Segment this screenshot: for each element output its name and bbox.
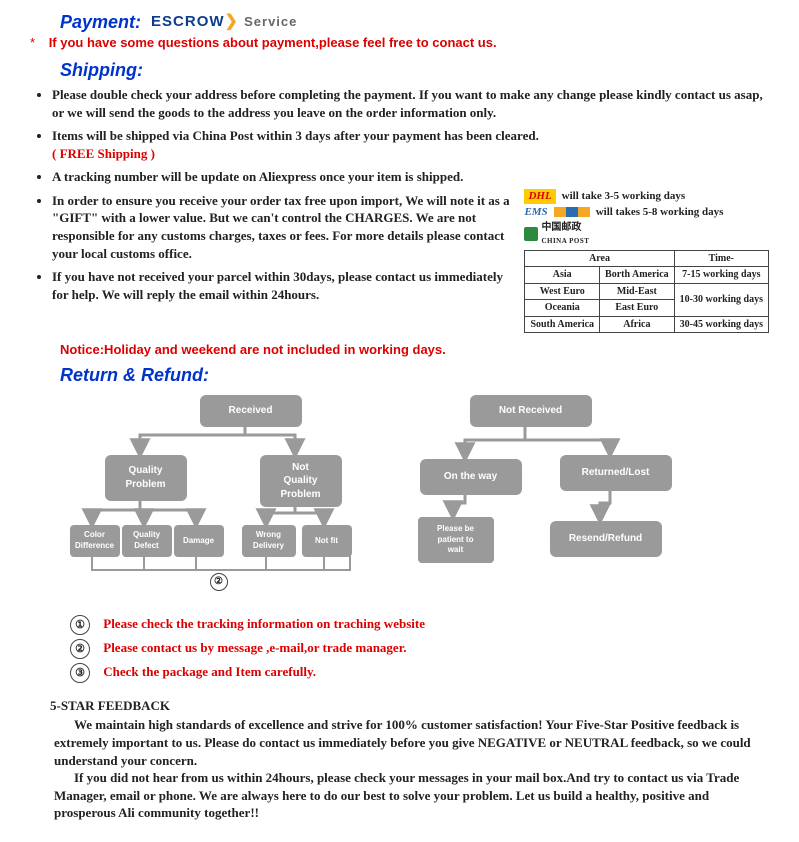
return-refund-heading: Return & Refund: <box>60 363 769 387</box>
table-cell: South America <box>525 316 600 333</box>
carrier-block: DHL will take 3-5 working days EMS will … <box>524 188 769 333</box>
shipping-bullet-text: Items will be shipped via China Post wit… <box>52 128 539 143</box>
escrow-logo: ESCROW❯ Service <box>151 11 297 33</box>
table-row: South America Africa 30-45 working days <box>525 316 769 333</box>
shipping-heading: Shipping: <box>60 58 769 82</box>
dhl-text: will take 3-5 working days <box>562 189 685 204</box>
ems-text: will takes 5-8 working days <box>596 205 724 220</box>
chinapost-row: 中国邮政 CHINA POST <box>524 221 769 248</box>
flow-node-damage: Damage <box>174 525 224 557</box>
free-shipping-label: ( FREE Shipping ) <box>52 146 155 161</box>
flow-node-qdefect: Quality Defect <box>122 525 172 557</box>
payment-note: If you have some questions about payment… <box>49 35 497 50</box>
step-row: ③ Check the package and Item carefully. <box>70 663 769 683</box>
flow-node-notquality: Not Quality Problem <box>260 455 342 507</box>
star-icon: * <box>30 35 35 50</box>
table-cell: 7-15 working days <box>674 267 768 284</box>
step-text: Please contact us by message ,e-mail,or … <box>103 640 406 655</box>
ems-logo: EMS <box>524 205 547 220</box>
step-num: ② <box>70 639 90 659</box>
return-steps: ① Please check the tracking information … <box>70 615 769 683</box>
step-row: ① Please check the tracking information … <box>70 615 769 635</box>
shipping-bullet: Please double check your address before … <box>52 86 769 121</box>
step-text: Check the package and Item carefully. <box>103 664 316 679</box>
shipping-bullet: DHL will take 3-5 working days EMS will … <box>52 192 769 262</box>
step-num: ① <box>70 615 90 635</box>
flow-node-quality: Quality Problem <box>105 455 187 501</box>
table-header: Time- <box>674 250 768 267</box>
table-header: Area <box>525 250 674 267</box>
shipping-time-table: Area Time- Asia Borth America 7-15 worki… <box>524 250 769 334</box>
step-text: Please check the tracking information on… <box>103 616 425 631</box>
table-cell: East Euro <box>600 300 675 317</box>
table-cell: Borth America <box>600 267 675 284</box>
table-cell: 30-45 working days <box>674 316 768 333</box>
table-cell: 10-30 working days <box>674 283 768 316</box>
escrow-text: ESCROW <box>151 13 225 30</box>
escrow-arrow-icon: ❯ <box>225 13 239 30</box>
shipping-bullet: A tracking number will be update on Alie… <box>52 168 769 186</box>
flow-node-patient: Please be patient to wait <box>418 517 494 563</box>
step-num: ③ <box>70 663 90 683</box>
shipping-list: Please double check your address before … <box>34 86 769 303</box>
flow-step2-marker: ② <box>210 573 228 591</box>
working-days-notice: Notice:Holiday and weekend are not inclu… <box>60 341 769 359</box>
table-row: Area Time- <box>525 250 769 267</box>
table-cell: Oceania <box>525 300 600 317</box>
cpost-cn: 中国邮政 <box>541 222 581 233</box>
dhl-logo: DHL <box>524 189 555 204</box>
feedback-paragraph: We maintain high standards of excellence… <box>54 716 759 769</box>
flow-node-colordiff: Color Difference <box>70 525 120 557</box>
flow-node-ontheway: On the way <box>420 459 522 495</box>
table-cell: Africa <box>600 316 675 333</box>
shipping-bullet: Items will be shipped via China Post wit… <box>52 127 769 162</box>
ems-row: EMS will takes 5-8 working days <box>524 205 769 220</box>
flow-node-resend: Resend/Refund <box>550 521 662 557</box>
flow-node-received: Received <box>200 395 302 427</box>
flow-node-notreceived: Not Received <box>470 395 592 427</box>
flow-node-returned: Returned/Lost <box>560 455 672 491</box>
payment-heading: Payment: <box>60 10 141 34</box>
payment-note-row: * If you have some questions about payme… <box>30 34 769 52</box>
return-flowchart: Received Not Received Quality Problem Not Q… <box>50 395 750 605</box>
chinapost-icon <box>524 227 538 241</box>
dhl-row: DHL will take 3-5 working days <box>524 189 769 204</box>
chinapost-text: 中国邮政 CHINA POST <box>541 221 589 248</box>
table-row: Asia Borth America 7-15 working days <box>525 267 769 284</box>
feedback-paragraph: If you did not hear from us within 24hou… <box>54 769 759 822</box>
shipping-bullet-text: In order to ensure you receive your orde… <box>52 193 510 261</box>
table-cell: Asia <box>525 267 600 284</box>
flow-node-wrongdel: Wrong Delivery <box>242 525 296 557</box>
cpost-en: CHINA POST <box>541 237 589 245</box>
escrow-service-text: Service <box>244 14 297 29</box>
ems-bar-icon <box>554 207 590 217</box>
step-row: ② Please contact us by message ,e-mail,o… <box>70 639 769 659</box>
feedback-heading: 5-STAR FEEDBACK <box>50 697 769 715</box>
table-row: West Euro Mid-East 10-30 working days <box>525 283 769 300</box>
table-cell: West Euro <box>525 283 600 300</box>
table-cell: Mid-East <box>600 283 675 300</box>
flow-node-notfit: Not fit <box>302 525 352 557</box>
